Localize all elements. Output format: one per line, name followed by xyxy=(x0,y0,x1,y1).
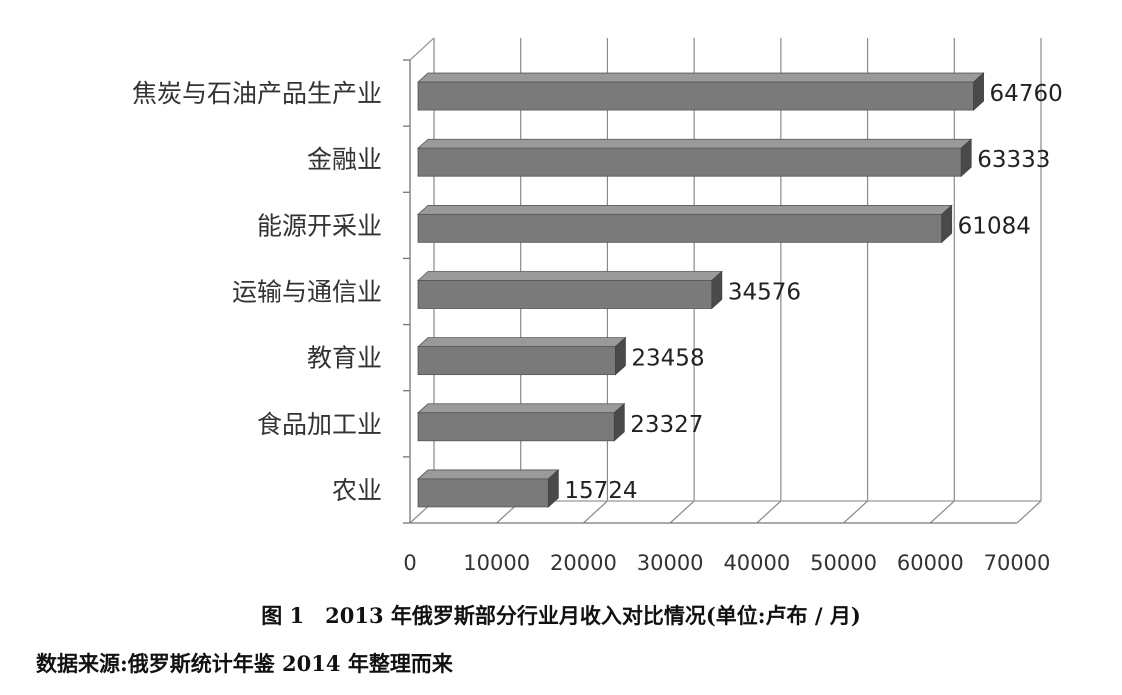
bar-end-face xyxy=(960,138,972,178)
x-tick-label: 30000 xyxy=(637,551,704,575)
bar xyxy=(416,469,560,508)
bars xyxy=(416,72,985,508)
floor-gridline xyxy=(929,500,955,524)
x-tick-label: 60000 xyxy=(897,551,964,575)
bar-top-face xyxy=(416,469,560,480)
bar-top-face xyxy=(416,72,985,83)
floor-gridline xyxy=(843,500,868,524)
x-tick-label: 10000 xyxy=(463,551,530,575)
source-note: 数据来源:俄罗斯统计年鉴 2014 年整理而来 xyxy=(36,651,453,676)
category-label: 能源开采业 xyxy=(257,211,382,240)
x-tick-label: 20000 xyxy=(550,551,617,575)
floor-gridline xyxy=(756,500,782,524)
x-tick-label: 50000 xyxy=(810,551,877,575)
bar xyxy=(416,336,627,376)
data-label: 23458 xyxy=(631,346,704,372)
bar-chart: 0 10000 20000 30000 40000 50000 60000 70000 焦炭与石… xyxy=(132,37,1063,575)
bar-top-face xyxy=(416,138,973,149)
x-tick-label: 0 xyxy=(403,551,416,575)
category-label: 焦炭与石油产品生产业 xyxy=(132,79,382,108)
figure-caption: 图 1 2013 年俄罗斯部分行业月收入对比情况(单位:卢布 / 月) xyxy=(261,603,861,628)
bar-end-face xyxy=(547,469,559,508)
floor-gridline xyxy=(669,500,695,524)
bar-front-face xyxy=(417,147,962,177)
bar-top-face xyxy=(416,403,626,414)
bar-top-face xyxy=(416,337,627,348)
floor-gridline xyxy=(583,500,608,524)
gridlines xyxy=(409,38,1042,524)
bar-front-face xyxy=(417,478,549,508)
x-tick-label: 70000 xyxy=(984,551,1051,575)
bar xyxy=(416,72,985,111)
bar-end-face xyxy=(615,336,626,376)
bar-top-face xyxy=(416,204,953,215)
category-label: 教育业 xyxy=(307,344,382,373)
bar-end-face xyxy=(613,402,625,442)
data-label: 23327 xyxy=(630,412,703,438)
data-label: 61084 xyxy=(958,213,1031,239)
bar xyxy=(416,270,723,310)
bar-end-face xyxy=(973,72,984,111)
x-tick-label: 40000 xyxy=(723,551,790,575)
axes xyxy=(403,37,1041,524)
category-label: 食品加工业 xyxy=(257,410,382,439)
bar-end-face xyxy=(711,270,723,310)
category-label: 金融业 xyxy=(307,145,382,174)
bar-front-face xyxy=(417,346,616,376)
data-label: 15724 xyxy=(564,478,637,504)
data-label: 64760 xyxy=(990,81,1063,107)
bar-front-face xyxy=(417,412,615,442)
top-edge-left xyxy=(409,37,435,61)
bar-end-face xyxy=(941,204,953,244)
bar xyxy=(416,402,626,442)
bar-front-face xyxy=(417,280,713,309)
data-label: 34576 xyxy=(728,280,801,306)
bar-front-face xyxy=(417,81,974,111)
category-label: 运输与通信业 xyxy=(232,278,382,307)
floor-gridline xyxy=(1016,500,1042,524)
bar-top-face xyxy=(416,271,723,281)
bar-front-face xyxy=(417,213,943,243)
data-label: 63333 xyxy=(977,147,1050,173)
bar xyxy=(416,204,953,244)
category-label: 农业 xyxy=(332,476,382,505)
bar xyxy=(416,138,973,178)
labels: 0 10000 20000 30000 40000 50000 60000 70000 焦炭与石… xyxy=(132,79,1063,575)
